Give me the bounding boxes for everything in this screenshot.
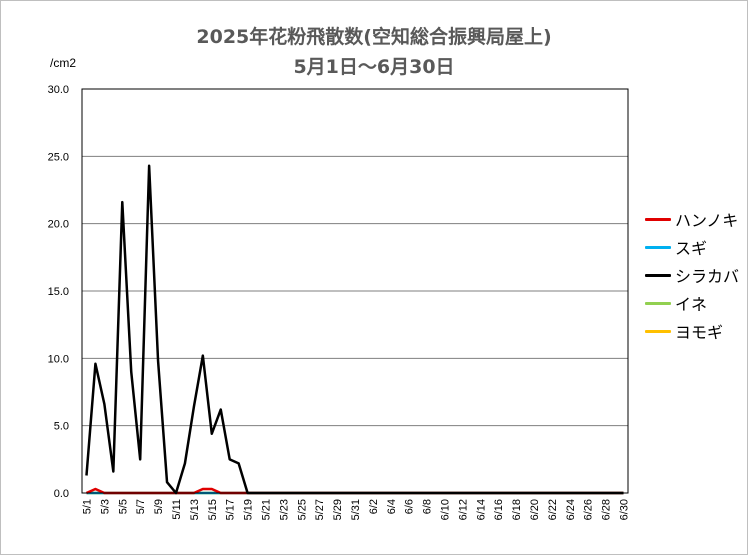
x-tick-label: 6/4 xyxy=(386,499,398,514)
x-tick-label: 6/26 xyxy=(583,499,595,520)
legend-item: イネ xyxy=(645,289,745,317)
x-tick-label: 6/18 xyxy=(511,499,523,520)
x-tick-label: 6/14 xyxy=(475,499,487,520)
legend-label: シラカバ xyxy=(675,267,740,286)
legend-swatch xyxy=(645,217,671,221)
legend-label: スギ xyxy=(675,239,708,258)
legend-label: ヨモギ xyxy=(675,323,724,342)
x-tick-label: 5/21 xyxy=(260,499,272,520)
legend-swatch xyxy=(645,245,671,249)
legend-swatch xyxy=(645,329,671,333)
legend-item: スギ xyxy=(645,233,745,261)
x-tick-label: 6/12 xyxy=(457,499,469,520)
x-tick-label: 6/24 xyxy=(565,499,577,520)
series-line xyxy=(85,164,624,495)
legend: ハンノキスギシラカバイネヨモギ xyxy=(645,205,745,345)
x-tick-label: 5/25 xyxy=(296,499,308,520)
y-tick-label: 10.0 xyxy=(48,353,69,365)
x-tick-label: 6/30 xyxy=(619,499,631,520)
x-tick-label: 5/31 xyxy=(350,499,362,520)
legend-label: ハンノキ xyxy=(675,211,739,230)
x-tick-label: 5/9 xyxy=(153,499,165,514)
series-lines xyxy=(85,164,624,495)
x-tick-label: 6/10 xyxy=(440,499,452,520)
x-tick-label: 5/1 xyxy=(81,499,93,514)
y-tick-label: 0.0 xyxy=(54,488,69,500)
x-tick-label: 5/5 xyxy=(117,499,129,514)
gridlines xyxy=(82,155,628,427)
plot-border xyxy=(81,88,629,494)
legend-item: シラカバ xyxy=(645,261,745,289)
x-tick-label: 6/22 xyxy=(547,499,559,520)
y-tick-label: 20.0 xyxy=(48,219,69,231)
chart-subtitle: 5月1日～6月30日 xyxy=(293,56,455,78)
x-tick-label: 5/17 xyxy=(225,499,237,520)
legend-label: イネ xyxy=(675,295,708,314)
legend-swatch xyxy=(645,301,671,305)
x-tick-label: 6/16 xyxy=(493,499,505,520)
legend-swatch xyxy=(645,273,671,277)
x-tick-label: 5/13 xyxy=(189,499,201,520)
x-tick-label: 5/15 xyxy=(207,499,219,520)
legend-item: ヨモギ xyxy=(645,317,745,345)
y-tick-label: 25.0 xyxy=(48,151,69,163)
x-tick-label: 5/23 xyxy=(278,499,290,520)
legend-item: ハンノキ xyxy=(645,205,745,233)
x-tick-label: 5/19 xyxy=(243,499,255,520)
y-axis-ticks: 0.0 5.0 10.0 15.0 20.0 25.0 30.0 xyxy=(48,84,69,500)
x-axis-ticks: 5/1 5/3 5/5 5/7 5/9 5/11 5/13 5/15 5/17 5/19 5/21 5… xyxy=(81,499,630,520)
x-tick-label: 6/2 xyxy=(368,499,380,514)
x-tick-label: 6/8 xyxy=(422,499,434,514)
chart-title: 2025年花粉飛散数(空知総合振興局屋上) xyxy=(196,26,552,48)
y-axis-unit-label: /cm2 xyxy=(50,56,77,70)
y-tick-label: 15.0 xyxy=(48,286,69,298)
y-tick-label: 5.0 xyxy=(54,421,69,433)
x-tick-label: 5/7 xyxy=(135,499,147,514)
x-tick-label: 6/6 xyxy=(404,499,416,514)
x-tick-label: 5/29 xyxy=(332,499,344,520)
x-tick-label: 5/27 xyxy=(314,499,326,520)
x-tick-label: 5/11 xyxy=(171,499,183,520)
x-tick-label: 5/3 xyxy=(99,499,111,514)
x-tick-label: 6/28 xyxy=(601,499,613,520)
x-tick-label: 6/20 xyxy=(529,499,541,520)
y-tick-label: 30.0 xyxy=(48,84,69,96)
